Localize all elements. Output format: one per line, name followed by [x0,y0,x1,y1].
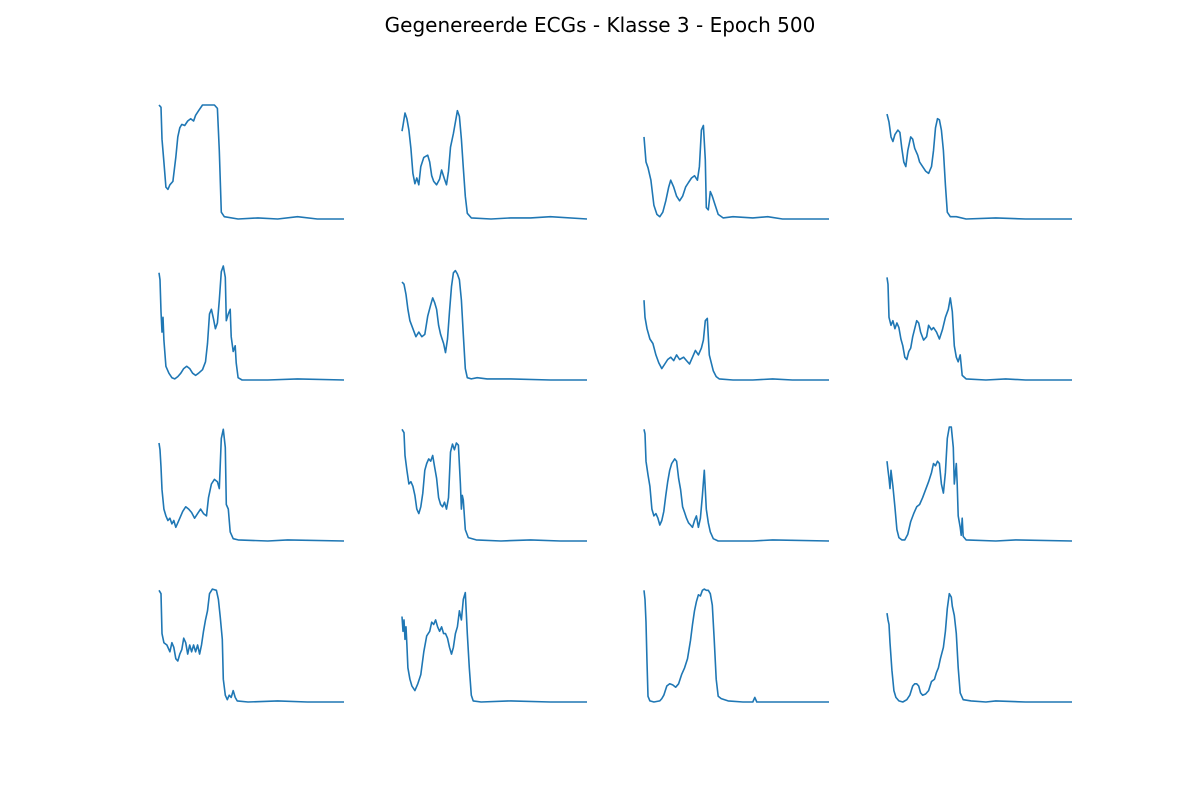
ecg-series-line-6 [401,269,587,381]
ecg-subplot-14 [401,591,587,703]
ecg-series-line-4 [886,113,1072,220]
ecg-series-line-12 [886,426,1073,542]
chart-title: Gegenereerde ECGs - Klasse 3 - Epoch 500 [384,13,816,37]
ecg-subplot-4 [886,113,1072,220]
ecg-series-line-13 [158,588,344,703]
ecg-series-line-7 [643,300,829,381]
ecg-subplot-8 [886,277,1072,381]
ecg-series-line-8 [886,277,1072,381]
ecg-subplot-7 [643,300,829,381]
ecg-series-line-2 [401,109,588,220]
ecg-series-line-15 [643,588,829,703]
ecg-series-line-10 [401,428,587,542]
ecg-subplot-12 [886,426,1073,542]
ecg-subplot-16 [886,592,1072,703]
ecg-series-line-16 [886,592,1072,703]
ecg-subplot-11 [643,429,830,542]
ecg-series-line-5 [158,265,345,381]
ecg-series-line-1 [158,104,344,220]
ecg-subplot-3 [643,124,829,220]
ecg-series-line-3 [643,124,829,220]
ecg-subplot-9 [158,428,345,542]
ecg-subplot-10 [401,428,587,542]
ecg-series-line-9 [158,428,345,542]
ecg-subplot-6 [401,269,587,381]
ecg-subplot-13 [158,588,344,703]
ecg-series-line-11 [643,429,830,542]
ecg-subplot-2 [401,109,588,220]
ecg-series-line-14 [401,591,587,703]
ecg-subplot-5 [158,265,345,381]
ecg-subplot-1 [158,104,344,220]
ecg-subplot-15 [643,588,829,703]
